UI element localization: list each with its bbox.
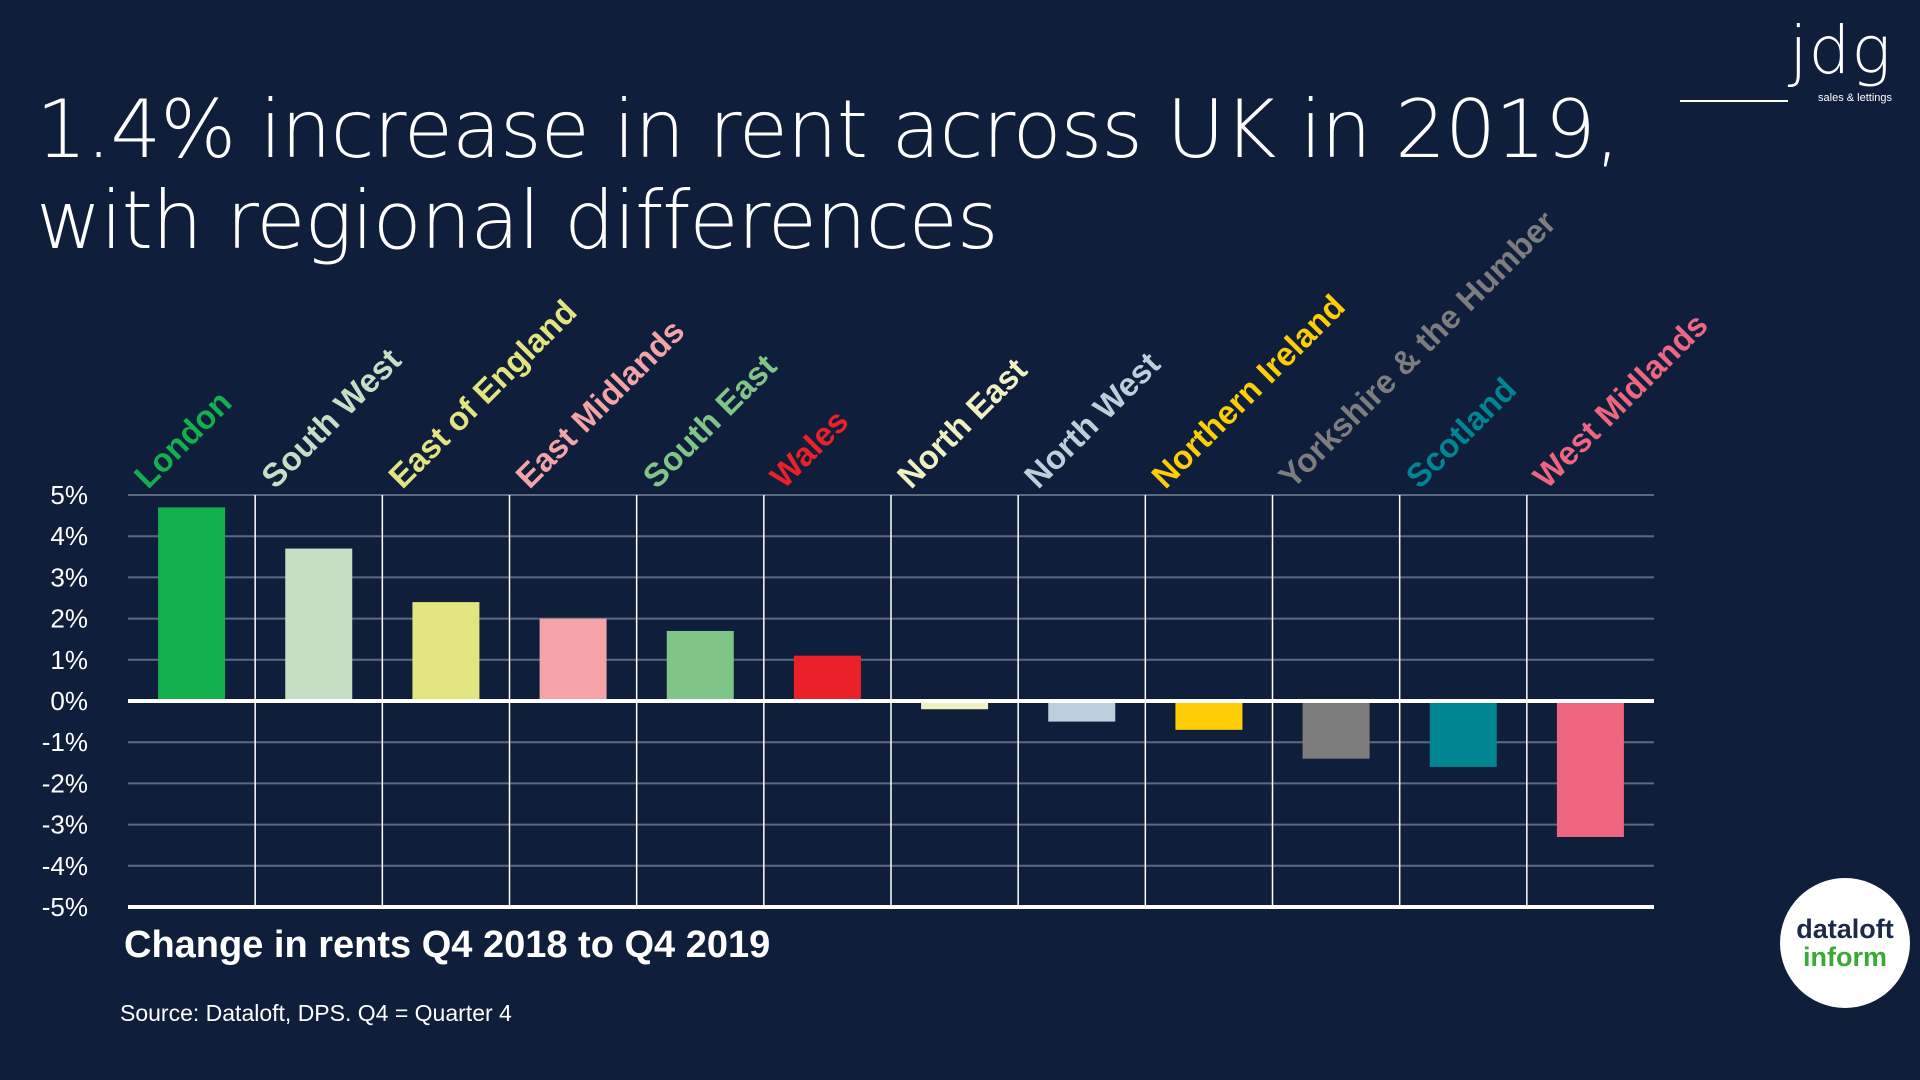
y-tick-label: 2% xyxy=(50,604,88,634)
y-tick-label: -1% xyxy=(42,727,88,757)
bar xyxy=(285,548,353,701)
y-tick-label: 1% xyxy=(50,645,88,675)
y-tick-label: -5% xyxy=(42,892,88,922)
y-tick-label: -2% xyxy=(42,768,88,798)
dataloft-inform-badge: dataloft inform xyxy=(1780,878,1910,1008)
y-tick-label: 5% xyxy=(50,480,88,510)
badge-line-2: inform xyxy=(1803,942,1887,972)
category-label: London xyxy=(127,383,239,495)
logo-rule xyxy=(1680,100,1788,102)
bar xyxy=(666,630,734,701)
title-line-1: 1.4% increase in rent across UK in 2019, xyxy=(36,83,1620,176)
y-tick-label: -3% xyxy=(42,810,88,840)
bar xyxy=(412,602,480,701)
bar xyxy=(1302,701,1370,759)
jdg-logo: jdg sales & lettings xyxy=(1670,16,1910,116)
bar xyxy=(158,507,226,701)
y-tick-label: 3% xyxy=(50,562,88,592)
bar xyxy=(1175,701,1243,730)
category-label: Scotland xyxy=(1398,370,1523,495)
bar xyxy=(793,655,861,701)
badge-line-1: dataloft xyxy=(1796,914,1894,944)
category-label: West Midlands xyxy=(1526,306,1715,495)
bar xyxy=(1048,701,1116,722)
category-label: North West xyxy=(1017,345,1167,495)
logo-tagline: sales & lettings xyxy=(1818,92,1892,104)
y-tick-label: 0% xyxy=(50,686,88,716)
chart-caption: Change in rents Q4 2018 to Q4 2019 xyxy=(124,924,771,966)
title-line-2: with regional differences xyxy=(36,174,999,267)
bar xyxy=(921,701,989,710)
bar xyxy=(539,618,607,701)
y-tick-label: 4% xyxy=(50,521,88,551)
logo-wordmark: jdg xyxy=(1789,12,1892,89)
page-title: 1.4% increase in rent across UK in 2019,… xyxy=(36,83,1620,267)
category-label: Wales xyxy=(763,402,856,495)
category-label: North East xyxy=(890,351,1034,495)
bar xyxy=(1556,701,1624,837)
source-note: Source: Dataloft, DPS. Q4 = Quarter 4 xyxy=(120,1000,512,1026)
y-tick-label: -4% xyxy=(42,851,88,881)
bar xyxy=(1429,701,1497,767)
